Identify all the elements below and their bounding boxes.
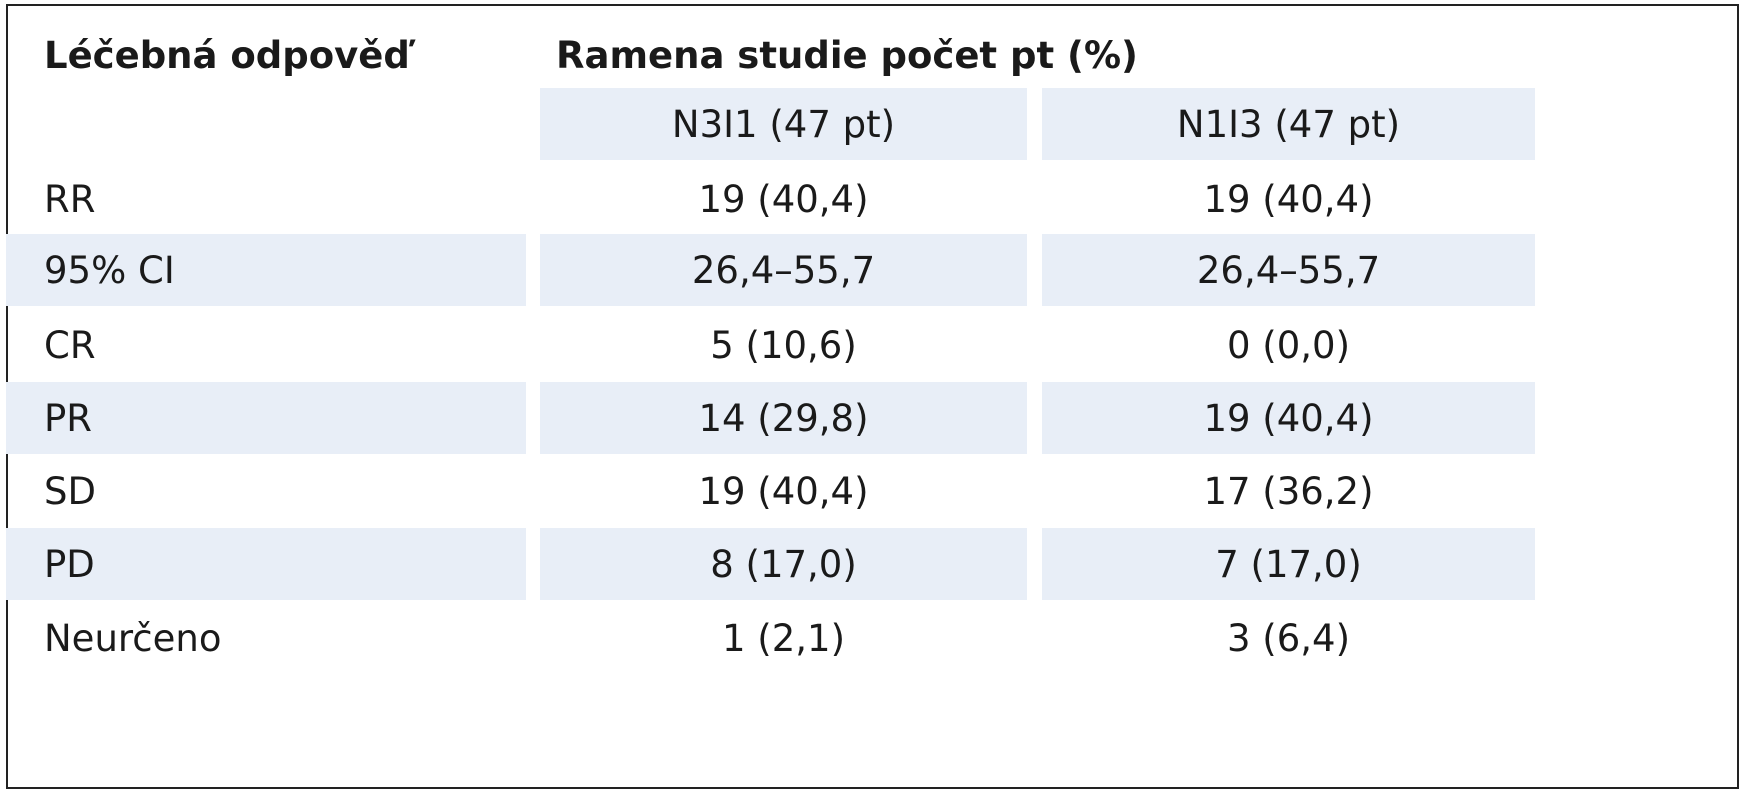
row-label: PR bbox=[6, 382, 526, 454]
cell-n3i1: 5 (10,6) bbox=[710, 323, 857, 367]
cell-n3i1: 19 (40,4) bbox=[698, 469, 869, 513]
cell-n3i1: 26,4–55,7 bbox=[540, 234, 1027, 306]
cell-n1i3: 19 (40,4) bbox=[1042, 382, 1535, 454]
row-label: PD bbox=[6, 528, 526, 600]
arm-header-n1i3: N1I3 (47 pt) bbox=[1042, 88, 1535, 160]
header-study-arms: Ramena studie počet pt (%) bbox=[556, 33, 1138, 77]
row-label: RR bbox=[44, 177, 96, 221]
cell-n3i1: 8 (17,0) bbox=[540, 528, 1027, 600]
cell-n1i3: 7 (17,0) bbox=[1042, 528, 1535, 600]
arm-header-n3i1: N3I1 (47 pt) bbox=[540, 88, 1027, 160]
cell-n1i3: 3 (6,4) bbox=[1226, 616, 1350, 660]
row-label: 95% CI bbox=[6, 234, 526, 306]
row-label: Neurčeno bbox=[44, 616, 222, 660]
row-label: CR bbox=[44, 323, 96, 367]
cell-n1i3: 19 (40,4) bbox=[1203, 177, 1374, 221]
header-response: Léčebná odpověď bbox=[44, 33, 410, 77]
cell-n3i1: 1 (2,1) bbox=[721, 616, 845, 660]
row-label: SD bbox=[44, 469, 96, 513]
cell-n1i3: 0 (0,0) bbox=[1226, 323, 1350, 367]
cell-n1i3: 17 (36,2) bbox=[1203, 469, 1374, 513]
cell-n1i3: 26,4–55,7 bbox=[1042, 234, 1535, 306]
cell-n3i1: 14 (29,8) bbox=[540, 382, 1027, 454]
cell-n3i1: 19 (40,4) bbox=[698, 177, 869, 221]
